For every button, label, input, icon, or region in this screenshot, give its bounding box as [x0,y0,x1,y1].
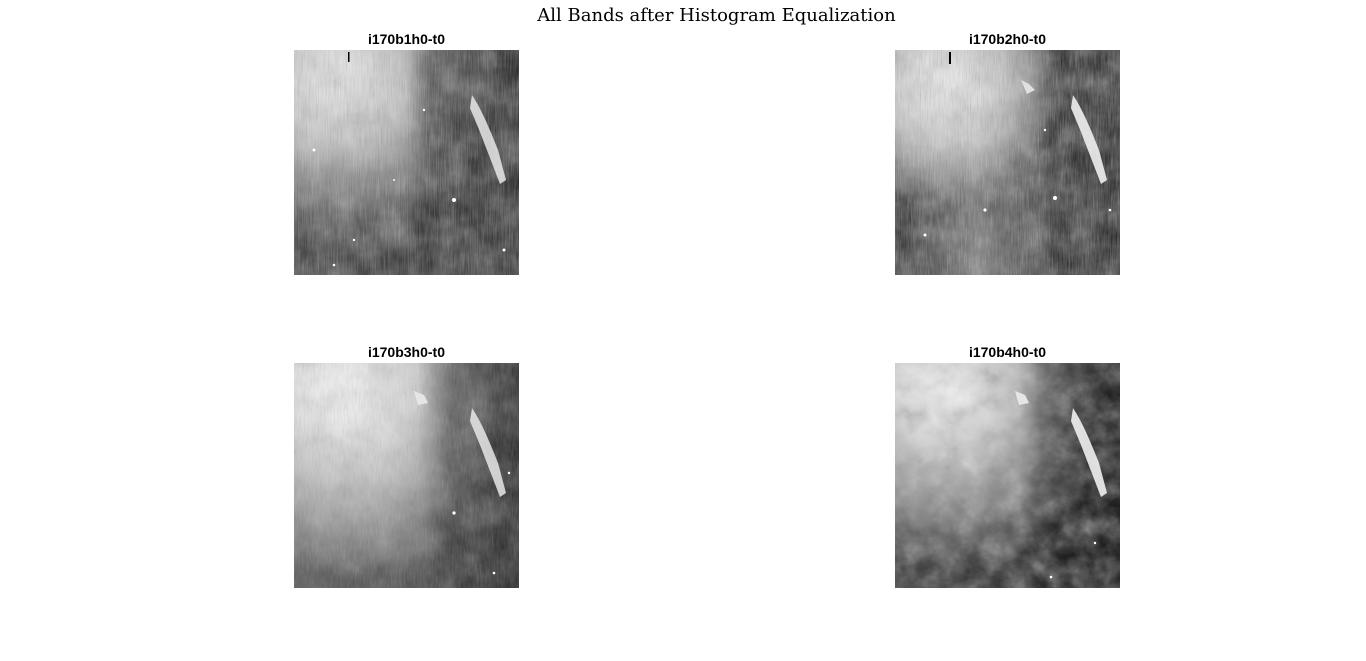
band-image [294,363,519,588]
subplot-title: i170b1h0-t0 [367,31,446,47]
band-image [294,50,519,275]
subplot-title: i170b3h0-t0 [367,344,446,360]
subplot-title: i170b2h0-t0 [968,31,1047,47]
band-image [895,50,1120,275]
band-image [895,363,1120,588]
subplot-title: i170b4h0-t0 [968,344,1047,360]
figure-title: All Bands after Histogram Equalization [537,5,896,26]
